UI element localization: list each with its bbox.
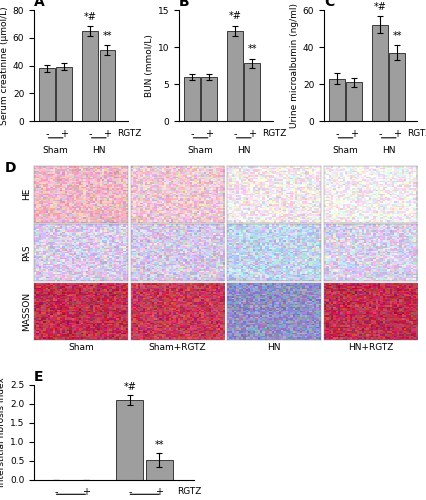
Text: +: + (82, 486, 90, 496)
Text: *#: *# (229, 11, 242, 21)
Text: -: - (190, 129, 194, 139)
Text: HN: HN (237, 146, 250, 154)
Bar (146, 460, 173, 480)
Bar (184, 76, 200, 121)
X-axis label: HN+RGTZ: HN+RGTZ (348, 343, 393, 352)
Bar (372, 25, 388, 121)
Text: **: ** (103, 31, 112, 41)
Text: RGTZ: RGTZ (407, 129, 426, 138)
Text: +: + (248, 129, 256, 139)
Text: -: - (45, 129, 49, 139)
Y-axis label: Urine microalbumin (ng/ml): Urine microalbumin (ng/ml) (290, 3, 299, 128)
X-axis label: Sham+RGTZ: Sham+RGTZ (149, 343, 206, 352)
Text: -: - (89, 129, 92, 139)
Bar (116, 400, 144, 480)
Text: HN: HN (382, 146, 395, 154)
Text: A: A (34, 0, 45, 9)
Text: +: + (155, 486, 164, 496)
Y-axis label: Interstitial fibrosis index: Interstitial fibrosis index (0, 378, 6, 488)
Y-axis label: MASSON: MASSON (22, 292, 31, 332)
Text: RGTZ: RGTZ (262, 129, 287, 138)
Y-axis label: PAS: PAS (22, 244, 31, 262)
Text: +: + (205, 129, 213, 139)
Text: **: ** (393, 31, 402, 41)
Text: **: ** (155, 440, 164, 450)
Text: *#: *# (124, 382, 136, 392)
Bar (389, 52, 405, 121)
X-axis label: HN: HN (267, 343, 281, 352)
Text: *#: *# (374, 2, 386, 12)
Text: HN: HN (92, 146, 106, 154)
Bar (201, 76, 217, 121)
Bar (100, 50, 115, 121)
Bar (346, 82, 362, 121)
Text: D: D (4, 161, 16, 175)
Text: +: + (350, 129, 358, 139)
Y-axis label: Serum creatinine (µmol/L): Serum creatinine (µmol/L) (0, 6, 9, 125)
Text: **: ** (248, 44, 257, 54)
Text: -: - (335, 129, 339, 139)
Text: -: - (378, 129, 382, 139)
X-axis label: Sham: Sham (68, 343, 94, 352)
Bar (39, 68, 55, 121)
Bar (56, 67, 72, 121)
Text: Sham: Sham (43, 146, 69, 154)
Text: -: - (233, 129, 237, 139)
Text: Sham: Sham (188, 146, 213, 154)
Text: C: C (324, 0, 334, 9)
Text: RGTZ: RGTZ (177, 486, 201, 496)
Text: *#: *# (84, 12, 97, 22)
Text: +: + (104, 129, 112, 139)
Text: Sham: Sham (333, 146, 358, 154)
Text: B: B (179, 0, 190, 9)
Text: RGTZ: RGTZ (118, 129, 142, 138)
Bar (329, 78, 345, 121)
Text: -: - (55, 486, 58, 496)
Bar (227, 30, 243, 121)
Text: +: + (393, 129, 401, 139)
Bar (82, 31, 98, 121)
Y-axis label: HE: HE (22, 188, 31, 200)
Text: E: E (34, 370, 43, 384)
Text: -: - (128, 486, 132, 496)
Y-axis label: BUN (mmol/L): BUN (mmol/L) (145, 34, 154, 97)
Text: +: + (60, 129, 68, 139)
Bar (245, 64, 260, 121)
